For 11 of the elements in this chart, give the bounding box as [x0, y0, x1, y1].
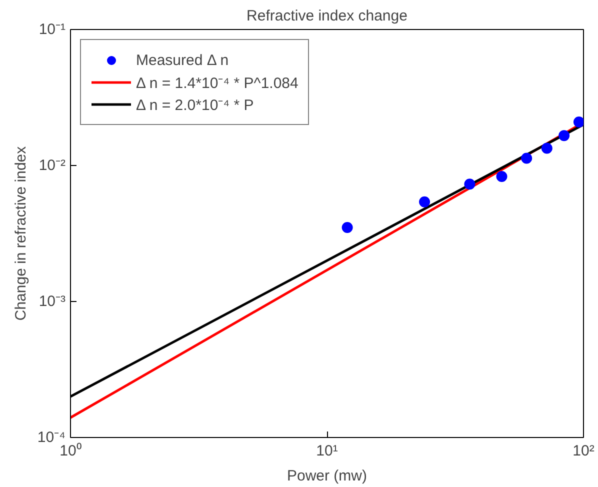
legend-label: Δ n = 1.4*10⁻⁴ * P^1.084	[136, 74, 298, 92]
legend-label: Measured Δ n	[136, 52, 229, 68]
x-axis-title: Power (mw)	[287, 468, 368, 484]
legend-label: Δ n = 2.0*10⁻⁴ * P	[136, 96, 254, 114]
y-tick-label: 10⁻³	[38, 293, 66, 310]
y-tick-label: 10⁻²	[38, 157, 66, 174]
x-tick-label: 10¹	[316, 442, 338, 460]
y-tick-label: 10⁻¹	[38, 21, 66, 38]
chart-title: Refractive index change	[246, 8, 408, 24]
x-tick-label: 10²	[572, 442, 594, 460]
y-axis-title: Change in refractive index	[12, 146, 30, 321]
